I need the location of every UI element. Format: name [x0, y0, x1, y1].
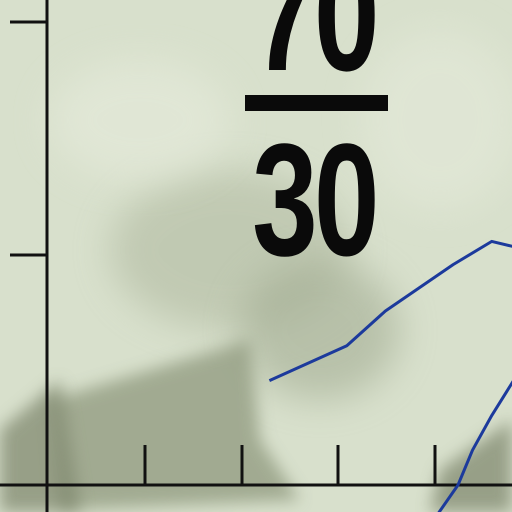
ratio-divider — [245, 95, 388, 111]
series-line-upper — [268, 239, 512, 382]
series-line-lower — [437, 380, 512, 512]
ratio-annotation: 70 30 — [245, 0, 388, 289]
ratio-numerator: 70 — [252, 0, 376, 104]
ratio-denominator: 30 — [252, 110, 376, 289]
